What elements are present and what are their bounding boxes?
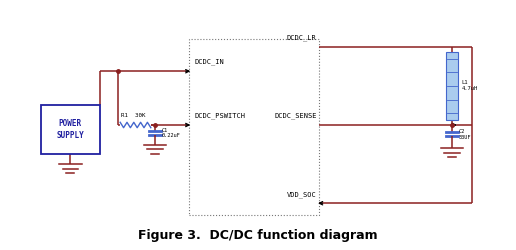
Text: DCDC_LR: DCDC_LR [287,34,317,41]
Text: DCDC_SENSE: DCDC_SENSE [274,112,317,119]
Text: DCDC_PSWITCH: DCDC_PSWITCH [194,112,245,119]
Text: C1
0.22uF: C1 0.22uF [162,128,180,138]
Text: POWER: POWER [59,119,82,128]
Text: R1  30K: R1 30K [121,113,145,118]
Text: C2
33UF: C2 33UF [459,129,472,140]
Bar [41,106,100,154]
Bar [189,40,319,216]
Text: VDD_SOC: VDD_SOC [287,192,317,198]
Text: Figure 3.  DC/DC function diagram: Figure 3. DC/DC function diagram [138,229,378,242]
Text: DCDC_IN: DCDC_IN [194,58,224,65]
Text: SUPPLY: SUPPLY [57,132,84,140]
Text: L1
4.7uH: L1 4.7uH [461,80,478,91]
Bar [446,52,458,120]
